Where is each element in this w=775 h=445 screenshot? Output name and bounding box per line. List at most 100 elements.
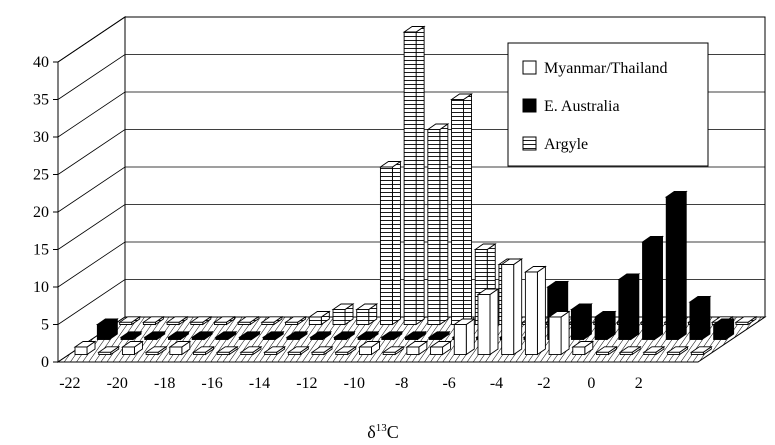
bar-front [643,351,657,355]
x-tick-label: -18 [154,375,175,392]
bar-argyle [165,315,189,326]
bar-argyle [118,315,142,326]
bar-front [379,166,393,325]
bar-side [630,273,640,341]
bar-front [215,336,229,340]
bar-e-australia [569,303,593,341]
bar-e-australia [593,310,617,341]
bar-e-australia [427,330,451,341]
bar-myanmar-thailand [500,258,524,356]
bar-front [216,351,230,355]
bar-e-australia [214,330,238,341]
bar-argyle [307,310,331,326]
bar-myanmar-thailand [73,340,97,356]
bar-front [120,336,134,340]
bar-front [285,321,299,325]
bar-side [463,93,472,326]
bar-front [713,324,727,340]
bar-argyle [734,315,758,326]
y-tick-label: 25 [33,167,49,184]
bar-front [477,294,491,355]
bar-front [642,241,655,340]
bar-front [594,316,608,340]
bar-front [667,351,681,355]
bar-front [453,324,467,355]
bar-myanmar-thailand [263,345,287,356]
bar-argyle [284,315,308,326]
bar-myanmar-thailand [642,345,666,356]
bar-myanmar-thailand [618,345,642,356]
x-tick-label: -2 [537,375,550,392]
bar-front [144,336,158,340]
y-tick-label: 35 [33,92,49,109]
bar-front [524,271,538,355]
bar-front [356,309,370,325]
bar-front [333,336,347,340]
legend-swatch-argyle [522,136,537,151]
bar-side [701,295,711,341]
bar-e-australia [641,235,664,341]
bar-front [451,99,464,325]
bar-front [145,351,159,355]
bar-myanmar-thailand [239,345,263,356]
bar-front [572,346,586,355]
bar-side [654,235,663,341]
x-tick-label: -10 [344,375,365,392]
bar-front [690,351,704,355]
x-tick-label: -14 [249,375,270,392]
bar-e-australia [404,330,427,341]
bar-e-australia [617,273,641,341]
x-tick-label: -8 [395,375,408,392]
y-axis: 0 5 10 15 20 25 30 35 40 [33,54,59,371]
bar-e-australia [119,330,143,341]
bar-side [489,288,499,356]
bar-front [332,309,346,325]
bar-front [214,321,227,325]
bar-argyle [260,315,284,326]
bar-front [96,324,110,340]
bar-front [428,336,442,340]
x-axis-title: δ13C [367,422,399,442]
y-tick-label: 15 [33,242,49,259]
y-tick-label: 40 [33,54,49,71]
bar-front [570,309,584,340]
bar-argyle [213,315,236,326]
x-tick-label: -16 [201,375,222,392]
bar-argyle [402,25,426,326]
bar-myanmar-thailand [405,340,429,356]
bar-front [382,351,396,355]
bar-front [359,346,372,355]
bar-myanmar-thailand [310,345,334,356]
bar-myanmar-thailand [192,345,215,356]
gridline [57,279,765,325]
bar-side [677,190,687,341]
gridline [57,241,765,288]
bar-myanmar-thailand [429,340,453,356]
bar-side [465,318,475,356]
bar-front [357,336,371,340]
bar-front [381,336,395,340]
bar-myanmar-thailand [476,288,500,356]
gridline [57,16,765,63]
bar-front [98,351,112,355]
bar-front [335,351,349,355]
bar-argyle [355,303,379,326]
x-tick-label: -12 [296,375,317,392]
gridline [57,166,765,213]
legend-label-myanmar: Myanmar/Thailand [544,60,668,77]
bar-front [190,321,204,325]
gridline [57,204,765,250]
bar-front [501,264,515,355]
bar-myanmar-thailand [452,318,476,356]
legend-box [507,42,709,167]
y-tick-label: 10 [33,279,49,296]
bar-front [406,346,420,355]
x-tick-label: 0 [587,375,595,392]
bar-front [168,336,181,340]
bar-argyle [426,123,450,326]
bar-front [619,351,633,355]
bar-myanmar-thailand [215,345,239,356]
bar-side [391,160,401,326]
